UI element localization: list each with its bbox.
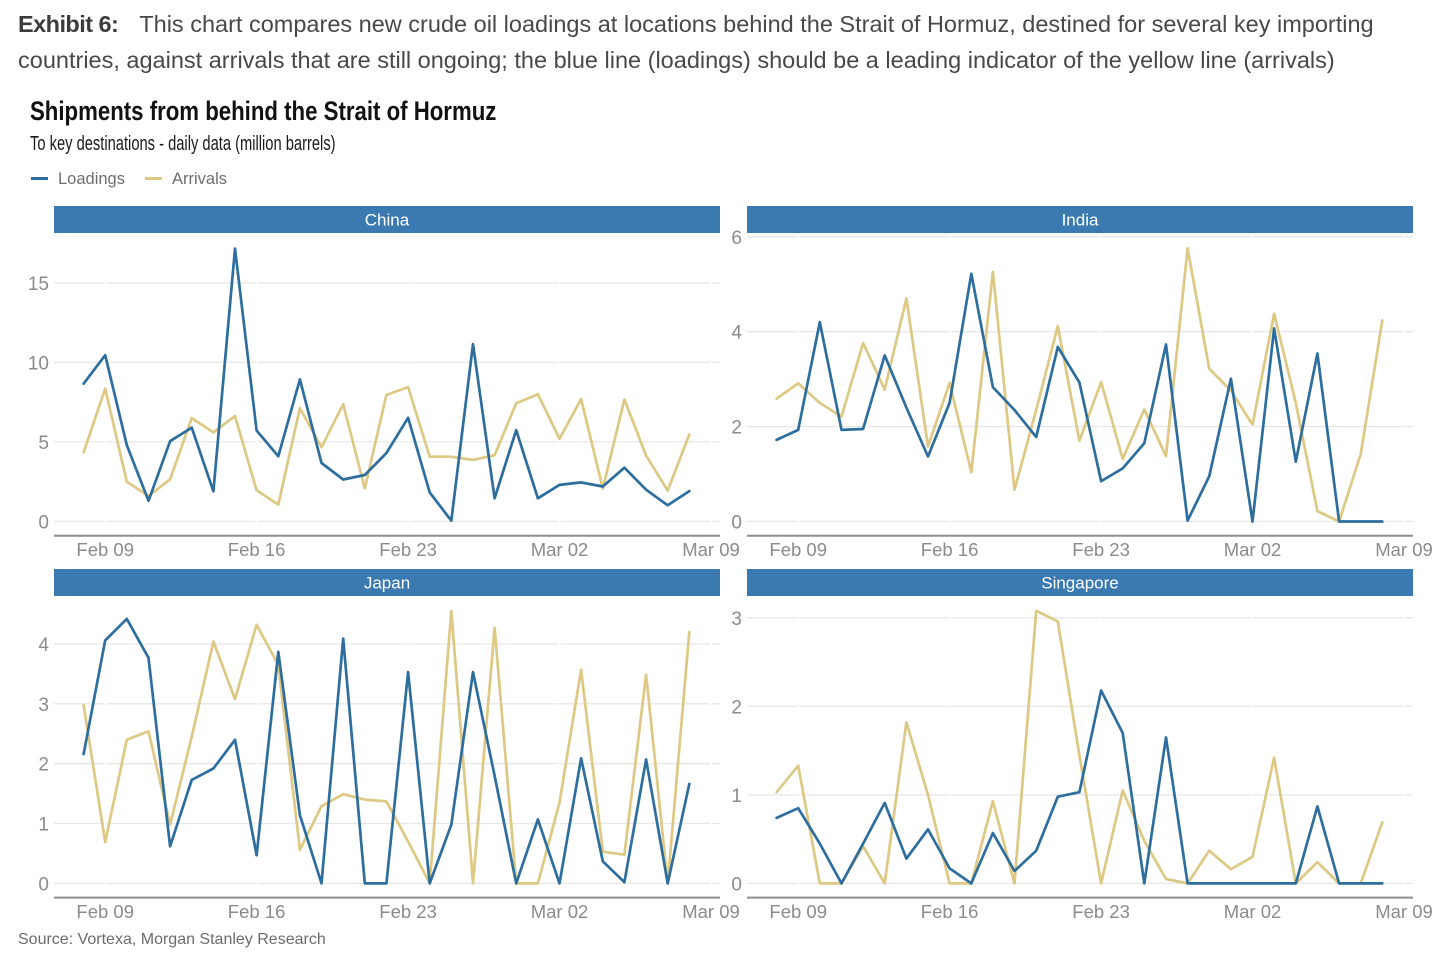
svg-text:0: 0 [38,513,49,534]
svg-text:Feb 16: Feb 16 [921,539,979,560]
svg-text:Mar 09: Mar 09 [682,901,740,922]
svg-text:6: 6 [731,228,742,249]
svg-text:0: 0 [731,513,742,534]
svg-text:4: 4 [38,635,49,656]
svg-text:10: 10 [28,353,49,374]
svg-text:2: 2 [38,755,49,776]
svg-text:Feb 23: Feb 23 [379,901,437,922]
svg-text:Mar 02: Mar 02 [531,901,589,922]
svg-text:3: 3 [38,695,49,716]
svg-text:0: 0 [38,874,49,895]
svg-text:Mar 02: Mar 02 [531,539,589,560]
svg-text:5: 5 [38,433,49,454]
svg-text:Feb 16: Feb 16 [228,539,286,560]
svg-text:Mar 02: Mar 02 [1224,539,1282,560]
svg-text:India: India [1062,211,1099,230]
svg-text:15: 15 [28,274,49,295]
svg-text:1: 1 [38,815,49,836]
svg-text:Feb 16: Feb 16 [921,901,979,922]
svg-text:Feb 09: Feb 09 [769,539,827,560]
svg-text:Mar 09: Mar 09 [682,539,740,560]
svg-text:4: 4 [731,323,742,344]
svg-text:0: 0 [731,874,742,895]
svg-text:Feb 09: Feb 09 [76,539,134,560]
svg-text:Feb 23: Feb 23 [1072,539,1130,560]
svg-text:Feb 23: Feb 23 [1072,901,1130,922]
svg-text:2: 2 [731,418,742,439]
svg-text:Singapore: Singapore [1041,574,1119,593]
svg-text:Mar 02: Mar 02 [1224,901,1282,922]
svg-text:Mar 09: Mar 09 [1375,539,1433,560]
svg-text:3: 3 [731,609,742,630]
svg-text:Japan: Japan [364,574,410,593]
svg-text:China: China [365,211,410,230]
svg-text:Feb 09: Feb 09 [769,901,827,922]
svg-text:1: 1 [731,786,742,807]
svg-text:2: 2 [731,697,742,718]
svg-text:Feb 23: Feb 23 [379,539,437,560]
svg-text:Mar 09: Mar 09 [1375,901,1433,922]
svg-text:Feb 16: Feb 16 [228,901,286,922]
svg-text:Feb 09: Feb 09 [76,901,134,922]
